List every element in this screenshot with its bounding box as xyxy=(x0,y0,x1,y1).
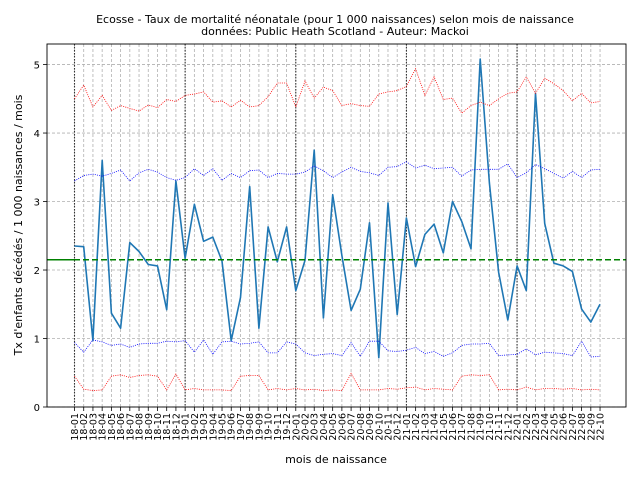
x-tick-label: 22-01 xyxy=(513,413,524,441)
y-tick-label: 2 xyxy=(34,266,40,277)
x-tick-label: 21-12 xyxy=(503,413,514,441)
x-tick-label: 18-12 xyxy=(171,413,182,441)
x-tick-label: 19-08 xyxy=(245,413,256,441)
series-line-4 xyxy=(74,372,601,392)
x-tick-label: 21-05 xyxy=(439,413,450,441)
y-tick-label: 1 xyxy=(34,335,40,346)
x-tick-label: 19-11 xyxy=(273,413,284,441)
x-tick-label: 21-06 xyxy=(448,413,459,441)
x-tick-label: 18-05 xyxy=(107,413,118,441)
x-axis-label: mois de naissance xyxy=(285,453,387,466)
x-tick-label: 21-02 xyxy=(411,413,422,441)
x-tick-label: 19-01 xyxy=(181,413,192,441)
x-tick-label: 22-04 xyxy=(540,413,551,441)
x-tick-label: 18-04 xyxy=(98,413,109,441)
x-tick-label: 22-07 xyxy=(568,413,579,441)
x-tick-label: 21-10 xyxy=(485,413,496,441)
x-tick-label: 20-11 xyxy=(383,413,394,441)
x-tick-label: 22-09 xyxy=(586,413,597,441)
x-tick-label: 18-09 xyxy=(144,413,155,441)
x-tick-label: 19-02 xyxy=(190,413,201,441)
chart-title: Ecosse - Taux de mortalité néonatale (po… xyxy=(96,13,574,26)
x-tick-label: 18-02 xyxy=(79,413,90,441)
y-axis-label: Tx d'enfants décédés / 1 000 naissances … xyxy=(12,94,25,356)
series-line-0 xyxy=(74,58,601,359)
x-tick-label: 19-04 xyxy=(208,413,219,441)
x-tick-label: 21-01 xyxy=(402,413,413,441)
x-tick-label: 20-01 xyxy=(291,413,302,441)
x-tick-label: 20-05 xyxy=(328,413,339,441)
x-tick-label: 20-03 xyxy=(310,413,321,441)
x-tick-label: 22-06 xyxy=(559,413,570,441)
x-tick-label: 18-11 xyxy=(162,413,173,441)
series-line-1 xyxy=(74,161,601,182)
x-tick-label: 21-04 xyxy=(430,413,441,441)
x-tick-label: 18-07 xyxy=(125,413,136,441)
x-tick-label: 22-10 xyxy=(596,413,607,441)
x-tick-label: 21-08 xyxy=(466,413,477,441)
x-tick-label: 20-04 xyxy=(319,413,330,441)
x-tick-label: 21-03 xyxy=(420,413,431,441)
x-tick-label: 21-11 xyxy=(494,413,505,441)
x-tick-label: 20-09 xyxy=(365,413,376,441)
x-tick-label: 18-03 xyxy=(88,413,99,441)
series-line-3 xyxy=(74,67,601,114)
x-tick-label: 20-07 xyxy=(347,413,358,441)
x-tick-label: 19-03 xyxy=(199,413,210,441)
y-tick-label: 4 xyxy=(34,129,40,140)
x-tick-label: 18-06 xyxy=(116,413,127,441)
x-tick-label: 22-08 xyxy=(577,413,588,441)
x-tick-label: 19-10 xyxy=(264,413,275,441)
chart-subtitle: données: Public Heath Scotland - Auteur:… xyxy=(201,25,469,38)
x-tick-label: 22-03 xyxy=(531,413,542,441)
x-tick-label: 19-07 xyxy=(236,413,247,441)
x-tick-label: 21-09 xyxy=(476,413,487,441)
y-tick-label: 0 xyxy=(34,403,40,414)
x-tick-label: 18-10 xyxy=(153,413,164,441)
x-tick-label: 20-08 xyxy=(356,413,367,441)
x-tick-label: 20-06 xyxy=(337,413,348,441)
y-tick-label: 3 xyxy=(34,198,40,209)
x-tick-label: 22-02 xyxy=(522,413,533,441)
x-tick-label: 19-12 xyxy=(282,413,293,441)
x-tick-label: 21-07 xyxy=(457,413,468,441)
plot-area: 01234518-0118-0218-0318-0418-0518-0618-0… xyxy=(34,43,627,441)
x-tick-label: 19-06 xyxy=(227,413,238,441)
x-tick-label: 18-08 xyxy=(135,413,146,441)
x-tick-label: 19-05 xyxy=(218,413,229,441)
x-tick-label: 22-05 xyxy=(549,413,560,441)
x-tick-label: 18-01 xyxy=(70,413,81,441)
y-tick-label: 5 xyxy=(34,61,40,72)
axes-frame xyxy=(46,43,627,408)
x-tick-label: 20-02 xyxy=(301,413,312,441)
x-tick-label: 20-12 xyxy=(393,413,404,441)
x-tick-label: 20-10 xyxy=(374,413,385,441)
x-tick-label: 19-09 xyxy=(254,413,265,441)
